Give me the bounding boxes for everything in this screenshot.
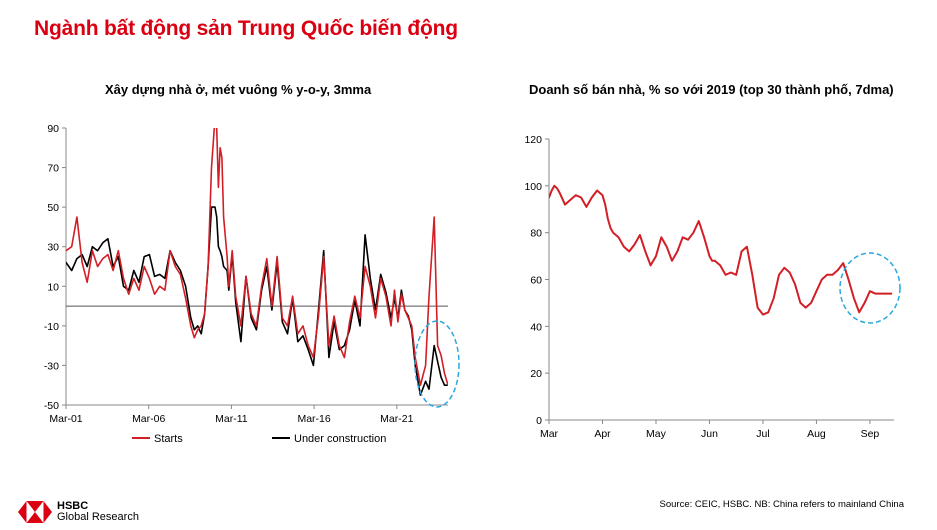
y-tick-label: 0 xyxy=(536,415,542,427)
y-tick-label: 90 xyxy=(47,123,59,135)
x-tick-label: Jul xyxy=(756,428,769,440)
x-tick-label: Sep xyxy=(861,428,880,440)
y-tick-label: 120 xyxy=(524,134,542,146)
y-tick-label: 10 xyxy=(47,281,59,293)
y-tick-label: 30 xyxy=(47,242,59,254)
x-tick-label: May xyxy=(646,428,667,440)
y-tick-label: -30 xyxy=(44,360,59,372)
x-tick-label: Mar-16 xyxy=(297,413,330,425)
source-note: Source: CEIC, HSBC. NB: China refers to … xyxy=(659,499,904,510)
y-tick-label: 20 xyxy=(530,368,542,380)
y-tick-label: 100 xyxy=(524,181,542,193)
x-tick-label: Mar-21 xyxy=(380,413,413,425)
x-tick-label: Aug xyxy=(807,428,826,440)
x-tick-label: Mar-06 xyxy=(132,413,165,425)
logo-subtitle: Global Research xyxy=(57,511,139,523)
legend-label: Starts xyxy=(154,433,183,445)
x-tick-label: Mar xyxy=(540,428,559,440)
series-line-starts xyxy=(66,128,448,387)
logo-name: HSBC xyxy=(57,500,89,512)
hsbc-hexagon-icon xyxy=(18,501,52,523)
highlight-ellipse xyxy=(839,252,901,324)
series-line-under-construction xyxy=(66,206,448,396)
x-tick-label: Mar-01 xyxy=(49,413,82,425)
y-tick-label: -10 xyxy=(44,321,59,333)
y-tick-label: 50 xyxy=(47,202,59,214)
x-tick-label: Jun xyxy=(701,428,718,440)
x-tick-label: Mar-11 xyxy=(215,413,248,425)
legend-label: Under construction xyxy=(294,433,386,445)
x-tick-label: Apr xyxy=(594,428,611,440)
series-line-sales xyxy=(549,184,893,316)
y-tick-label: -50 xyxy=(44,400,59,412)
y-tick-label: 70 xyxy=(47,163,59,175)
hsbc-logo: HSBC Global Research xyxy=(18,501,139,523)
slide-title: Ngành bất động sản Trung Quốc biến động xyxy=(34,17,458,40)
highlight-ellipse xyxy=(414,320,460,408)
y-tick-label: 60 xyxy=(530,275,542,287)
chart-1-title: Xây dựng nhà ở, mét vuông % y-o-y, 3mma xyxy=(105,82,372,97)
chart-2-title: Doanh số bán nhà, % so với 2019 (top 30 … xyxy=(529,82,894,97)
y-tick-label: 80 xyxy=(530,228,542,240)
y-tick-label: 40 xyxy=(530,321,542,333)
